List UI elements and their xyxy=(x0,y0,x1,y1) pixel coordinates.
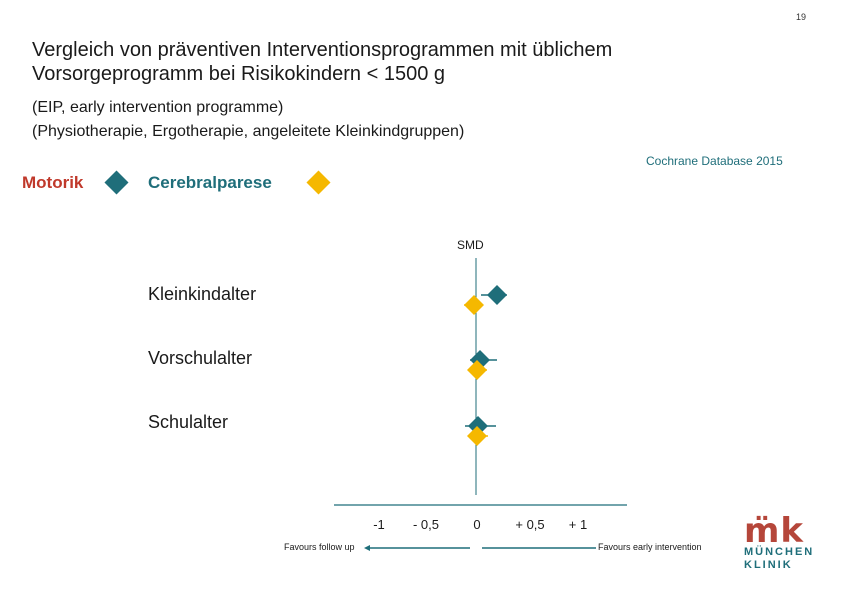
muenchen-klinik-logo: m̈k MÜNCHEN KLINIK xyxy=(744,511,815,572)
legend-label-motorik: Motorik xyxy=(22,173,84,192)
row-label-vorschulalter: Vorschulalter xyxy=(148,348,253,368)
favours-early-intervention-label: Favours early intervention xyxy=(598,542,702,552)
point-motorik-kleinkindalter xyxy=(487,285,507,305)
slide-title: Vergleich von präventiven Interventionsp… xyxy=(32,38,612,86)
row-label-kleinkindalter: Kleinkindalter xyxy=(148,284,257,304)
point-cerebralparese-kleinkindalter xyxy=(464,295,484,315)
legend-label-cerebralparese: Cerebralparese xyxy=(148,173,272,192)
slide-subtitle: (EIP, early intervention programme) (Phy… xyxy=(32,96,464,144)
source-citation: Cochrane Database 2015 xyxy=(646,154,783,168)
logo-mark: m̈k xyxy=(744,511,805,551)
axis-label-smd: SMD xyxy=(457,238,484,252)
subtitle-line-1: (EIP, early intervention programme) xyxy=(32,99,284,116)
x-tick-plus-0-5: + 0,5 xyxy=(515,517,545,532)
x-tick-minus-1: -1 xyxy=(373,517,385,532)
point-cerebralparese-schulalter xyxy=(467,426,487,446)
favours-follow-up-label: Favours follow up xyxy=(284,542,355,552)
title-line-1: Vergleich von präventiven Interventionsp… xyxy=(32,39,613,61)
x-tick-plus-1: + 1 xyxy=(568,517,588,532)
plot-marks xyxy=(464,285,507,446)
logo-line-2: KLINIK xyxy=(744,559,793,571)
x-tick-0: 0 xyxy=(473,517,481,532)
x-tick-minus-0-5: - 0,5 xyxy=(412,517,440,532)
title-line-2: Vorsorgeprogramm bei Risikokindern < 150… xyxy=(32,63,445,85)
logo-line-1: MÜNCHEN xyxy=(744,546,815,558)
row-label-schulalter: Schulalter xyxy=(148,412,229,432)
favours-left-arrowhead xyxy=(364,545,370,551)
point-cerebralparese-vorschulalter xyxy=(467,360,487,380)
page-number: 19 xyxy=(795,12,806,22)
subtitle-line-2: (Physiotherapie, Ergotherapie, angeleite… xyxy=(32,123,465,140)
